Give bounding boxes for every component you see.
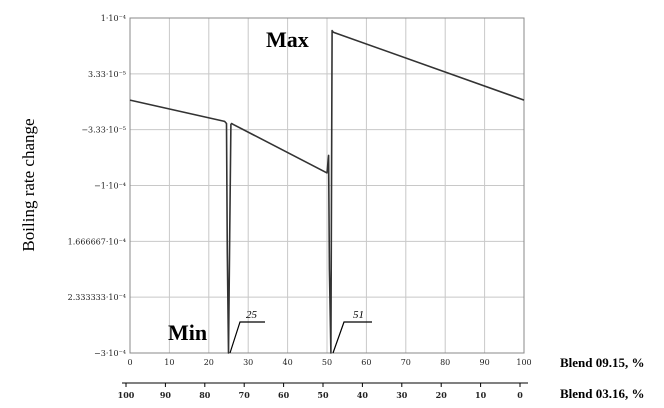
y-tick-label: 1.666667·10⁻⁴ <box>68 237 126 246</box>
x-axis-top-label: Blend 09.15, % <box>560 355 645 370</box>
max-x-callout-label: 51 <box>353 309 364 321</box>
x-bottom-tick-label: 100 <box>118 390 135 400</box>
max-x-callout-line <box>332 321 372 354</box>
min-annotation: Min <box>168 320 207 345</box>
y-tick-label: −1·10⁻⁴ <box>94 182 126 191</box>
max-annotation: Max <box>266 27 309 52</box>
min-x-callout: 25 <box>229 309 265 354</box>
x-bottom-tick-label: 40 <box>357 390 369 400</box>
min-x-callout-label: 25 <box>246 309 258 321</box>
y-tick-label: 1·10⁻⁴ <box>101 14 126 23</box>
x-top-tick-label: 100 <box>516 358 531 367</box>
x-bottom-tick-label: 80 <box>199 390 211 400</box>
x-axis-bottom-label: Blend 03.16, % <box>560 386 645 401</box>
x-top-tick-label: 30 <box>243 358 253 367</box>
grid <box>129 17 525 354</box>
y-tick-label: −3.33·10⁻⁵ <box>81 126 126 135</box>
x-bottom-tick-label: 10 <box>475 390 487 400</box>
x-top-tick-label: 80 <box>440 358 450 367</box>
x-bottom-tick-label: 30 <box>396 390 408 400</box>
y-axis-ticks: 1·10⁻⁴ 3.33·10⁻⁵ −3.33·10⁻⁵ −1·10⁻⁴ 1.666667… <box>68 14 126 358</box>
x-top-tick-label: 70 <box>401 358 411 367</box>
min-x-callout-line <box>229 321 265 354</box>
series-layer <box>129 29 525 354</box>
series-line <box>129 29 525 354</box>
y-tick-label: −3·10⁻⁴ <box>94 349 126 358</box>
x-bottom-tick-label: 0 <box>517 390 523 400</box>
x-top-tick-label: 60 <box>361 358 371 367</box>
x-top-tick-label: 40 <box>283 358 293 367</box>
max-x-callout: 51 <box>332 309 372 354</box>
y-tick-label: 2.333333·10⁻⁴ <box>68 293 126 302</box>
x-top-tick-label: 50 <box>322 358 332 367</box>
x-axis-bottom: 100 90 80 70 60 50 40 30 20 10 0 <box>118 382 528 400</box>
y-tick-label: 3.33·10⁻⁵ <box>88 70 126 79</box>
x-top-tick-label: 10 <box>164 358 174 367</box>
x-bottom-tick-label: 50 <box>317 390 329 400</box>
x-bottom-tick-label: 70 <box>239 390 251 400</box>
y-axis-label: Boiling rate change <box>19 118 38 251</box>
x-top-tick-label: 90 <box>480 358 490 367</box>
x-bottom-tick-label: 20 <box>436 390 448 400</box>
x-top-tick-label: 20 <box>204 358 214 367</box>
x-top-tick-label: 0 <box>127 358 132 367</box>
x-bottom-tick-label: 90 <box>160 390 172 400</box>
x-bottom-tick-label: 60 <box>278 390 290 400</box>
x-axis-top-ticks: 0 10 20 30 40 50 60 70 80 90 100 <box>127 358 531 367</box>
plot-area-frame <box>129 17 525 354</box>
